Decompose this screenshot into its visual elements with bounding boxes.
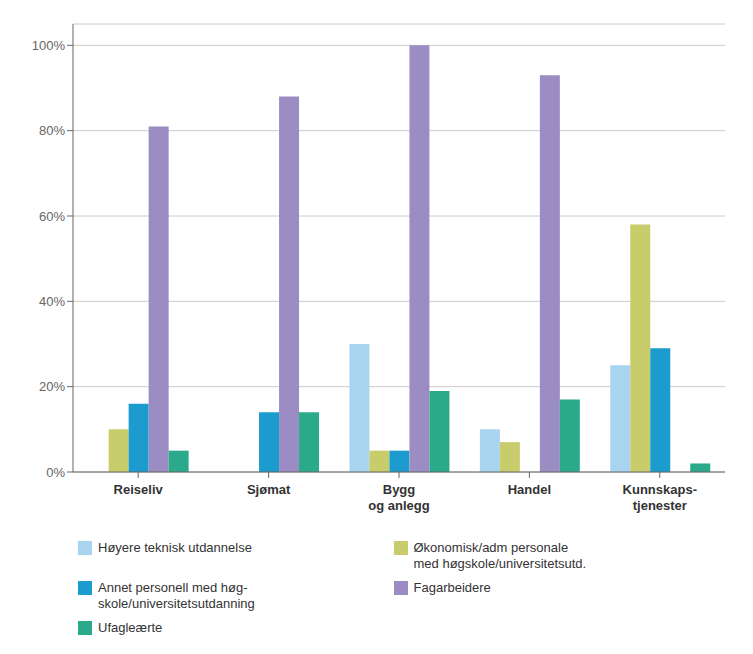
html-text:Annet personell med høg- skole: Annet personell med høg- skole/universit…: [98, 580, 255, 611]
svg-text:80%: 80%: [39, 123, 65, 138]
html-text:Økonomisk/adm personale med hø: Økonomisk/adm personale med høgskole/uni…: [413, 540, 587, 571]
svg-text:Reiseliv: Reiseliv: [114, 482, 164, 497]
html-text:Ufagleærte: Ufagleærte: [98, 620, 163, 635]
svg-text:Kunnskaps-tjenester: Kunnskaps-tjenester: [623, 482, 697, 513]
svg-text:0%: 0%: [46, 465, 65, 480]
svg-text:Handel: Handel: [508, 482, 551, 497]
svg-text:20%: 20%: [39, 379, 65, 394]
svg-text:Sjømat: Sjømat: [247, 482, 291, 497]
html-text:Fagarbeidere: Fagarbeidere: [413, 580, 491, 595]
svg-text:Byggog anlegg: Byggog anlegg: [368, 482, 429, 513]
html-text:Høyere teknisk utdannelse: Høyere teknisk utdannelse: [98, 540, 252, 555]
svg-text:60%: 60%: [39, 209, 65, 224]
svg-text:40%: 40%: [39, 294, 65, 309]
svg-text:100%: 100%: [32, 38, 66, 53]
